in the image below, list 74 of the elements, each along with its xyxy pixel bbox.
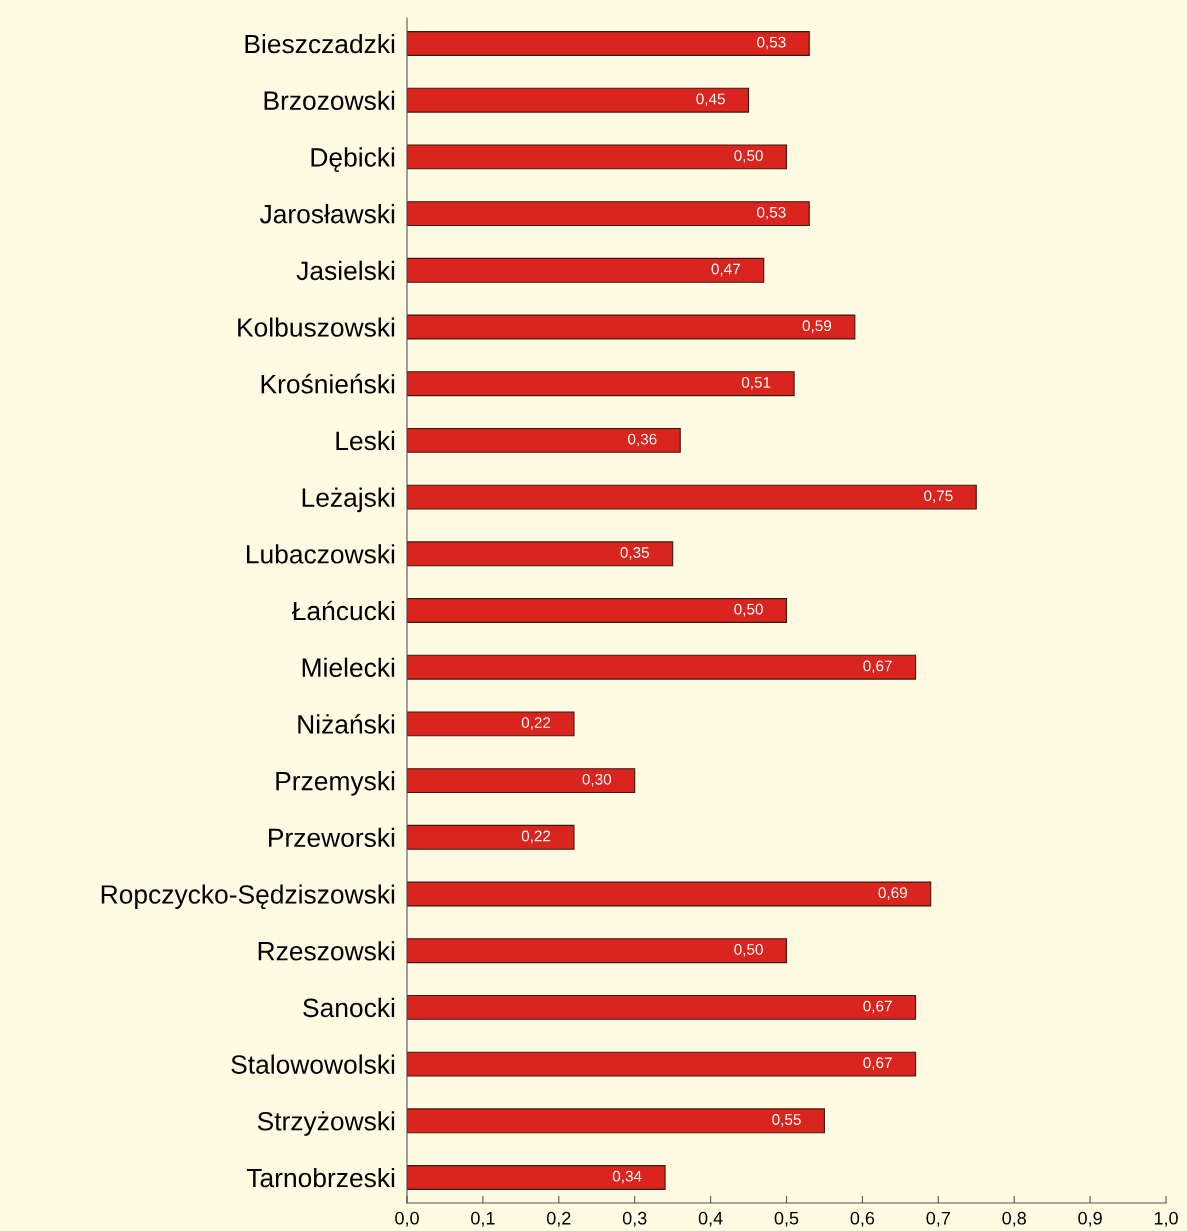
y-tick-label: Przeworski <box>269 827 395 848</box>
y-tick-label: Lubaczowski <box>246 544 395 564</box>
data-label: 0,50 <box>734 150 763 163</box>
bar <box>407 31 810 56</box>
x-tick-label: 0,5 <box>774 1211 799 1227</box>
data-label: 0,30 <box>582 773 612 787</box>
y-tick-label: Jasielski <box>296 260 395 281</box>
y-tick-label: Jarosławski <box>259 204 395 224</box>
data-label: 0,50 <box>734 943 763 957</box>
bar <box>407 87 750 113</box>
x-tick-label: 0,9 <box>1078 1211 1102 1227</box>
data-label: 0,35 <box>620 547 649 560</box>
y-tick-label: Leżajski <box>302 487 395 513</box>
bar <box>407 427 681 453</box>
data-label: 0,69 <box>878 887 907 900</box>
data-label: 0,51 <box>741 376 771 390</box>
data-label: 0,45 <box>696 93 725 107</box>
bar <box>407 711 575 737</box>
x-tick-label: 0,6 <box>850 1211 875 1227</box>
x-tick-label: 0,4 <box>698 1211 723 1227</box>
bar <box>407 314 856 340</box>
bar <box>407 257 765 283</box>
data-label: 0,53 <box>757 206 786 220</box>
bar <box>407 484 977 510</box>
x-tick-label: 0,3 <box>622 1211 647 1227</box>
bar <box>407 144 788 170</box>
bar <box>407 824 575 850</box>
bar <box>407 938 788 964</box>
y-tick-label: Ropczycko-Sędziszowski <box>101 884 395 910</box>
y-tick-label: Krośnieński <box>261 373 395 394</box>
data-label: 0,50 <box>734 603 763 617</box>
y-tick-label: Leski <box>336 430 395 451</box>
data-label: 0,67 <box>863 1000 892 1014</box>
y-tick-label: Sanocki <box>303 997 395 1018</box>
bar <box>407 881 932 907</box>
data-label: 0,36 <box>628 433 657 447</box>
x-tick-label: 0,7 <box>926 1211 950 1227</box>
data-label: 0,22 <box>521 717 551 730</box>
y-tick-label: Stalowowolski <box>231 1054 395 1074</box>
y-tick-label: Mielecki <box>302 657 395 678</box>
bar <box>407 1051 917 1077</box>
data-label: 0,75 <box>924 490 953 504</box>
bar <box>407 654 917 680</box>
x-tick-label: 0,0 <box>395 1211 419 1227</box>
bar <box>407 598 788 623</box>
data-label: 0,67 <box>863 1057 892 1070</box>
bar <box>407 541 674 567</box>
y-tick-label: Przemyski <box>276 771 395 796</box>
data-label: 0,53 <box>757 36 786 50</box>
data-label: 0,67 <box>863 660 892 674</box>
bar <box>407 1165 666 1190</box>
y-tick-label: Łańcucki <box>292 600 395 621</box>
y-tick-label: Niżański <box>298 714 395 734</box>
y-tick-label: Bieszczadzki <box>245 33 395 54</box>
x-tick-label: 0,8 <box>1002 1211 1026 1227</box>
bar <box>407 768 636 794</box>
data-label: 0,22 <box>521 830 551 844</box>
x-tick-label: 1,0 <box>1154 1211 1178 1227</box>
y-tick-label: Dębicki <box>311 147 395 172</box>
x-tick-label: 0,1 <box>471 1211 495 1227</box>
x-tick-label: 0,2 <box>546 1211 571 1227</box>
bar <box>407 994 917 1020</box>
data-label: 0,59 <box>802 320 832 333</box>
y-tick-label: Strzyżowski <box>257 1111 395 1136</box>
bar <box>407 371 795 397</box>
bar <box>407 201 810 227</box>
y-tick-label: Kolbuszowski <box>238 317 395 337</box>
y-tick-label: Rzeszowski <box>258 941 395 961</box>
y-tick-label: Tarnobrzeski <box>246 1167 395 1188</box>
bar <box>407 1108 826 1134</box>
data-label: 0,47 <box>711 263 740 277</box>
data-label: 0,55 <box>772 1114 801 1127</box>
y-tick-label: Brzozowski <box>264 90 395 111</box>
data-label: 0,34 <box>612 1170 642 1184</box>
